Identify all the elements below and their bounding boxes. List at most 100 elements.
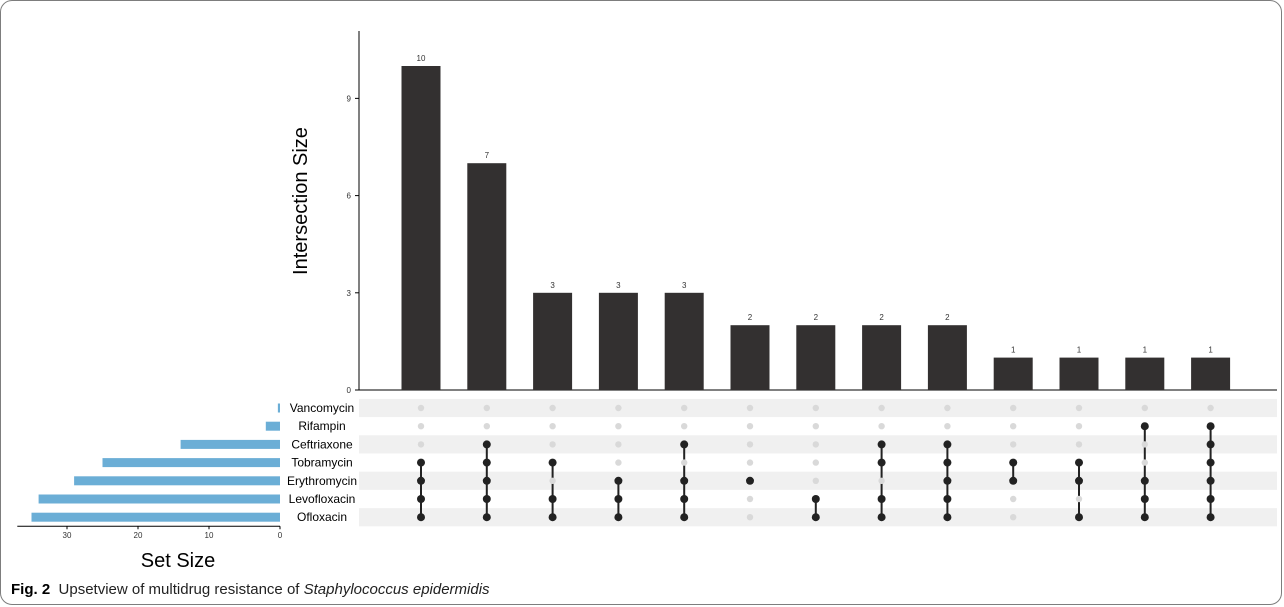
matrix-dot-active xyxy=(1140,495,1149,503)
set-size-title: Set Size xyxy=(141,550,215,572)
matrix-dot-active xyxy=(1140,476,1149,485)
set-size-tick-label: 30 xyxy=(63,531,72,540)
intersection-bar xyxy=(1059,357,1099,390)
set-size-bar xyxy=(31,512,280,522)
bar-value-label: 3 xyxy=(616,281,621,290)
bar-value-label: 2 xyxy=(945,313,950,322)
matrix-dot-active xyxy=(680,513,689,522)
y-tick-label: 6 xyxy=(347,192,352,201)
set-size-tick-label: 20 xyxy=(134,531,143,540)
intersection-bar xyxy=(796,325,836,390)
set-name-label: Vancomycin xyxy=(290,401,354,415)
intersection-bar xyxy=(401,66,441,390)
matrix-dot-inactive xyxy=(417,441,425,448)
matrix-dot-active xyxy=(746,476,754,485)
matrix-dot-inactive xyxy=(615,404,622,412)
matrix-dot-active xyxy=(417,476,425,485)
matrix-dot-active xyxy=(482,513,491,522)
matrix-dot-active xyxy=(614,513,623,522)
matrix-dot-active xyxy=(1206,458,1215,467)
bar-value-label: 1 xyxy=(1077,346,1082,355)
matrix-dot-active xyxy=(877,513,886,522)
matrix-dot-inactive xyxy=(1075,495,1083,503)
matrix-dot-active xyxy=(548,458,557,467)
bar-value-label: 2 xyxy=(748,313,753,322)
matrix-dot-active xyxy=(482,458,491,467)
intersection-bar xyxy=(664,292,704,390)
matrix-dot-active xyxy=(1206,513,1215,522)
matrix-dot-active xyxy=(1075,513,1083,522)
matrix-dot-inactive xyxy=(1207,404,1214,412)
matrix-dot-active xyxy=(614,476,623,485)
bar-value-label: 10 xyxy=(417,54,426,63)
caption-text: Upsetview of multidrug resistance of xyxy=(58,581,300,598)
matrix-dot-inactive xyxy=(1141,404,1149,412)
matrix-dot-inactive xyxy=(878,404,885,412)
matrix-dot-inactive xyxy=(812,441,819,448)
figure-caption: Fig. 2 Upsetview of multidrug resistance… xyxy=(11,581,490,598)
matrix-dot-inactive xyxy=(1141,459,1149,466)
matrix-dot-inactive xyxy=(1010,514,1017,521)
intersection-bar xyxy=(467,163,507,390)
bar-value-label: 2 xyxy=(814,313,819,322)
matrix-dot-active xyxy=(943,476,952,485)
matrix-dot-active xyxy=(680,476,689,485)
matrix-dot-active xyxy=(1075,476,1083,485)
matrix-dot-inactive xyxy=(681,459,688,466)
matrix-dot-active xyxy=(417,458,425,467)
y-tick-label: 9 xyxy=(347,94,352,103)
intersection-bar xyxy=(730,325,770,390)
matrix-dot-active xyxy=(877,495,886,503)
set-size-tick-label: 10 xyxy=(205,531,214,540)
caption-species: Staphylococcus epidermidis xyxy=(303,581,490,598)
figure-label: Fig. 2 xyxy=(11,581,51,598)
intersection-bar xyxy=(1125,357,1165,390)
bar-value-label: 1 xyxy=(1011,346,1016,355)
matrix-dot-inactive xyxy=(746,423,754,430)
matrix-dot-inactive xyxy=(549,404,556,412)
matrix-dot-inactive xyxy=(746,495,754,503)
matrix-dot-inactive xyxy=(549,423,556,430)
matrix-dot-active xyxy=(548,513,557,522)
bar-value-label: 1 xyxy=(1143,346,1148,355)
matrix-dot-active xyxy=(1075,458,1083,467)
set-size-bar xyxy=(74,476,280,486)
matrix-dot-active xyxy=(1206,495,1215,503)
matrix-dot-active xyxy=(614,495,623,503)
y-tick-label: 0 xyxy=(347,386,352,395)
matrix-dot-active xyxy=(482,440,491,449)
intersection-bar xyxy=(993,357,1033,390)
matrix-dot-inactive xyxy=(615,441,622,448)
matrix-dot-inactive xyxy=(1075,404,1083,412)
matrix-dot-inactive xyxy=(1075,423,1083,430)
bar-value-label: 3 xyxy=(550,281,555,290)
matrix-dot-active xyxy=(1009,458,1018,467)
matrix-dot-active xyxy=(1206,440,1215,449)
intersection-bar xyxy=(1191,357,1231,390)
intersection-bar xyxy=(862,325,902,390)
set-size-bar xyxy=(265,421,280,431)
y-tick-label: 3 xyxy=(347,289,352,298)
set-size-tick-label: 0 xyxy=(278,531,283,540)
matrix-dot-inactive xyxy=(417,404,425,412)
matrix-dot-active xyxy=(811,495,820,503)
set-name-label: Tobramycin xyxy=(291,456,352,470)
matrix-dot-inactive xyxy=(746,459,754,466)
bar-value-label: 7 xyxy=(485,151,490,160)
intersection-bar xyxy=(533,292,573,390)
matrix-dot-inactive xyxy=(944,423,951,430)
set-size-bar xyxy=(38,494,280,504)
matrix-dot-active xyxy=(548,495,557,503)
matrix-dot-inactive xyxy=(812,477,819,484)
matrix-dot-active xyxy=(680,440,689,449)
matrix-dot-active xyxy=(482,476,491,485)
set-name-label: Ceftriaxone xyxy=(291,437,353,451)
matrix-dot-inactive xyxy=(549,441,556,448)
matrix-dot-inactive xyxy=(483,423,490,430)
bar-value-label: 3 xyxy=(682,281,687,290)
matrix-dot-inactive xyxy=(549,477,556,484)
matrix-dot-active xyxy=(482,495,491,503)
bar-value-label: 2 xyxy=(879,313,884,322)
